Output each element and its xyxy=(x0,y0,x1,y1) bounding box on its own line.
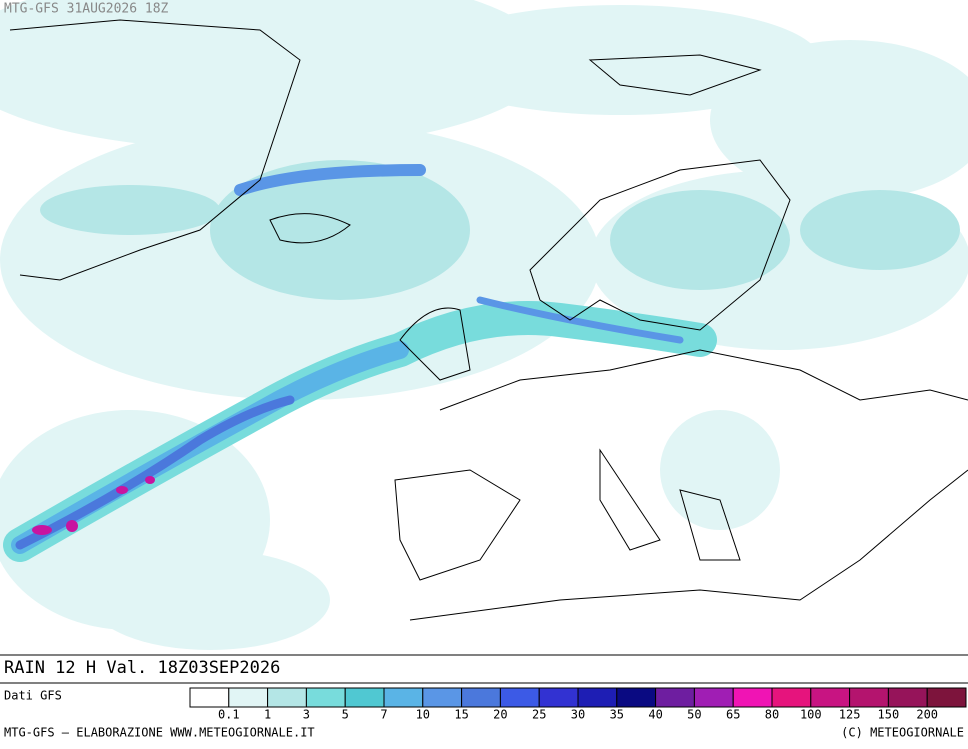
legend-threshold-label: 5 xyxy=(342,708,349,722)
map-caption: RAIN 12 H Val. 18Z03SEP2026 xyxy=(4,658,280,678)
legend-swatch xyxy=(422,687,463,708)
legend-swatch xyxy=(655,687,695,708)
legend-threshold-label: 30 xyxy=(571,708,585,722)
map: MTG-GFS 31AUG2026 18Z xyxy=(0,0,968,650)
legend-swatch xyxy=(693,687,734,708)
legend-threshold-label: 20 xyxy=(493,708,507,722)
legend-swatch xyxy=(732,687,773,708)
legend-threshold-label: 150 xyxy=(878,708,900,722)
legend-threshold-label: 200 xyxy=(916,708,938,722)
coastlines xyxy=(9,19,968,621)
legend-threshold-label: 125 xyxy=(839,708,861,722)
legend-swatch xyxy=(538,687,579,708)
legend-threshold-label: 10 xyxy=(416,708,430,722)
caption-bar xyxy=(0,655,968,683)
footer-left: MTG-GFS — ELABORAZIONE WWW.METEOGIORNALE… xyxy=(4,726,315,740)
legend-swatch xyxy=(305,687,346,708)
legend-swatch xyxy=(383,687,424,708)
legend-threshold-label: 0.1 xyxy=(218,708,240,722)
legend-source: Dati GFS xyxy=(4,689,62,703)
legend-swatch xyxy=(926,687,967,708)
legend-swatch xyxy=(344,687,385,708)
legend-threshold-label: 40 xyxy=(648,708,662,722)
legend-swatch xyxy=(577,687,618,708)
legend: 0.1 1 3 5 7 10 15 20 25 30 35 40 50 65 80 100 125 150 200 xyxy=(189,687,967,722)
legend-swatch xyxy=(887,687,928,708)
moderate-rain-areas xyxy=(40,160,960,300)
legend-swatch xyxy=(228,687,269,708)
legend-threshold-label: 80 xyxy=(765,708,779,722)
legend-swatch xyxy=(499,687,540,708)
legend-swatch xyxy=(189,687,230,708)
legend-threshold-label: 65 xyxy=(726,708,740,722)
legend-swatch xyxy=(267,687,307,708)
legend-threshold-label: 7 xyxy=(380,708,387,722)
map-header: MTG-GFS 31AUG2026 18Z xyxy=(4,2,169,17)
legend-swatch xyxy=(810,687,851,708)
legend-threshold-label: 35 xyxy=(610,708,624,722)
heavy-rain-cores xyxy=(32,476,155,535)
legend-threshold-label: 1 xyxy=(264,708,271,722)
legend-threshold-label: 50 xyxy=(687,708,701,722)
legend-swatch xyxy=(849,687,889,708)
legend-threshold-label: 100 xyxy=(800,708,822,722)
legend-threshold-label: 15 xyxy=(454,708,468,722)
legend-swatch xyxy=(616,687,657,708)
legend-threshold-label: 3 xyxy=(303,708,310,722)
legend-swatch xyxy=(771,687,812,708)
legend-threshold-label: 25 xyxy=(532,708,546,722)
footer-right: (C) METEOGIORNALE xyxy=(841,726,964,740)
legend-swatch xyxy=(461,687,501,708)
